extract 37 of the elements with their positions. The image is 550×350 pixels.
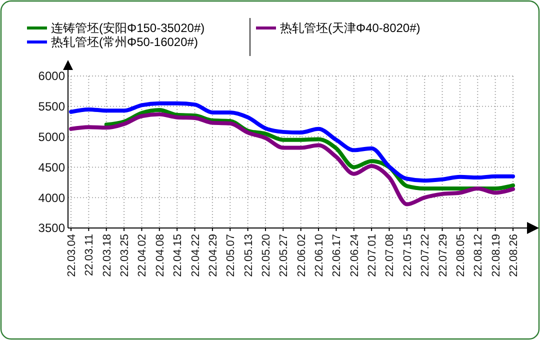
- x-tick-label: 22.06.24: [348, 234, 361, 277]
- y-tick-label: 4500: [38, 160, 66, 174]
- x-tick-label: 22.03.18: [101, 234, 114, 277]
- x-tick-label: 22.07.22: [420, 234, 432, 277]
- x-tick-label: 22.08.26: [508, 234, 520, 277]
- x-tick-label: 22.05.13: [242, 234, 255, 277]
- x-tick-label: 22.08.12: [472, 234, 485, 277]
- legend-label: 连铸管坯(安阳Φ150-35020#): [51, 21, 205, 36]
- y-tick-label: 6000: [38, 69, 66, 84]
- x-tick-label: 22.04.15: [172, 234, 184, 277]
- x-tick-label: 22.04.08: [154, 234, 166, 277]
- x-tick-label: 22.06.10: [314, 234, 326, 277]
- x-tick-label: 22.03.11: [84, 234, 96, 276]
- x-tick-label: 22.03.25: [119, 234, 132, 277]
- x-tick-label: 22.03.04: [66, 234, 78, 277]
- x-tick-label: 22.07.08: [384, 234, 396, 277]
- legend-label: 热轧管坯(天津Φ40-8020#): [280, 21, 420, 36]
- x-tick-label: 22.07.15: [402, 234, 414, 277]
- x-tick-label: 22.04.02: [136, 234, 149, 277]
- x-tick-label: 22.07.01: [366, 234, 379, 277]
- line-series: [69, 101, 515, 183]
- x-tick-label: 22.05.07: [225, 234, 238, 277]
- x-tick-label: 22.08.05: [454, 234, 467, 277]
- x-tick-label: 22.06.02: [296, 234, 308, 277]
- x-tick-label: 22.06.17: [331, 234, 344, 277]
- y-tick-label: 4000: [38, 190, 66, 205]
- x-tick-label: 22.04.29: [207, 234, 220, 277]
- line-series: [69, 112, 515, 206]
- y-tick-label: 5000: [38, 130, 66, 144]
- legend-label: 热轧管坯(常州Φ50-16020#): [51, 35, 198, 50]
- x-tick-label: 22.04.22: [190, 234, 202, 277]
- y-tick-label: 3500: [38, 221, 66, 236]
- x-tick-label: 22.08.19: [490, 234, 502, 277]
- x-tick-label: 22.07.29: [437, 234, 450, 277]
- y-tick-label: 5500: [38, 100, 66, 114]
- x-tick-label: 22.05.27: [278, 234, 290, 277]
- x-tick-label: 22.05.20: [260, 234, 272, 277]
